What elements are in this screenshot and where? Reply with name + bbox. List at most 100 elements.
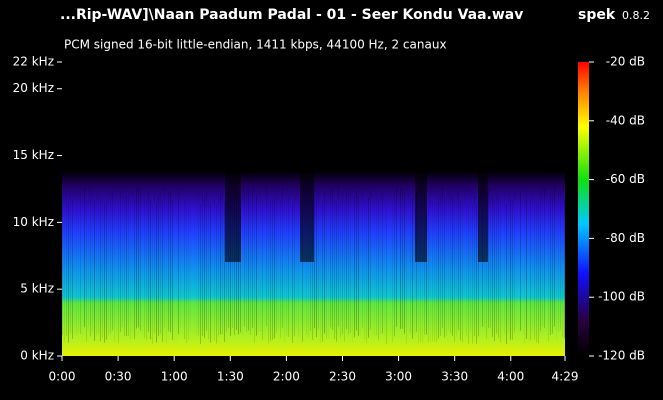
texture-stripe [160,193,161,334]
texture-stripe [240,192,241,333]
texture-stripe [490,188,491,329]
spectrogram-texture [62,62,565,344]
texture-stripe [222,194,223,335]
texture-stripe [72,198,73,339]
texture-stripe [454,202,455,343]
texture-stripe [210,202,211,343]
texture-stripe [242,196,243,336]
texture-stripe [78,191,79,332]
texture-stripe [410,192,411,333]
texture-stripe [496,193,497,334]
texture-stripe [76,195,77,336]
texture-stripe [382,193,383,334]
texture-stripe [540,191,541,332]
texture-stripe [194,193,195,333]
texture-stripe [142,194,143,334]
texture-stripe [206,191,207,332]
texture-stripe [120,191,121,332]
texture-stripe [150,199,151,340]
texture-stripe [312,199,313,340]
texture-stripe [260,191,261,332]
texture-stripe [328,198,329,339]
texture-stripe [562,197,563,338]
texture-stripe [534,199,535,340]
texture-stripe [108,195,109,336]
texture-stripe [176,203,177,343]
texture-stripe [216,203,217,344]
subtitle: PCM signed 16-bit little-endian, 1411 kb… [64,38,447,52]
texture-stripe [464,190,465,330]
texture-stripe [324,193,325,334]
texture-stripe [316,197,317,338]
texture-stripe [554,186,555,327]
texture-stripe [136,188,137,329]
texture-stripe [100,201,101,342]
texture-stripe [112,190,113,331]
texture-stripe [296,188,297,328]
texture-stripe [430,202,431,343]
texture-stripe [334,199,335,340]
colorbar-tick-label: -80 dB [606,231,645,245]
texture-stripe [188,199,189,340]
texture-stripe [276,193,277,334]
texture-stripe [466,196,467,337]
y-tick-label: 10 kHz [13,215,54,229]
texture-stripe [336,201,337,342]
texture-stripe [164,187,165,328]
texture-stripe [538,203,539,344]
quiet-gap [225,62,241,262]
texture-stripe [158,195,159,336]
texture-stripe [436,202,437,343]
x-tick-label: 1:30 [217,370,244,384]
texture-stripe [96,195,97,336]
texture-stripe [82,201,83,341]
texture-stripe [70,193,71,334]
texture-stripe [468,203,469,344]
texture-stripe [478,196,479,337]
texture-stripe [186,202,187,343]
texture-stripe [488,187,489,328]
texture-stripe [346,189,347,330]
texture-stripe [440,195,441,336]
texture-stripe [208,199,209,340]
texture-stripe [498,197,499,338]
texture-stripe [118,203,119,344]
texture-stripe [360,196,361,336]
texture-stripe [350,193,351,334]
texture-stripe [348,194,349,335]
texture-stripe [408,193,409,333]
texture-stripe [422,202,423,343]
texture-stripe [278,189,279,330]
texture-stripe [318,189,319,330]
texture-stripe [214,200,215,341]
y-tick-label: 0 kHz [20,349,54,363]
texture-stripe [146,200,147,341]
texture-stripe [528,204,529,344]
texture-stripe [492,197,493,338]
texture-stripe [370,189,371,330]
texture-stripe [62,195,63,336]
texture-stripe [460,200,461,341]
quiet-gap [300,62,314,262]
texture-stripe [252,188,253,329]
texture-stripe [508,192,509,333]
texture-stripe [268,203,269,344]
texture-stripe [320,202,321,343]
texture-stripe [548,201,549,342]
texture-stripe [226,192,227,333]
texture-stripe [438,198,439,339]
texture-stripe [420,201,421,342]
texture-stripe [246,192,247,333]
texture-stripe [152,203,153,344]
texture-stripe [392,202,393,343]
texture-stripe [406,203,407,344]
texture-stripe [308,197,309,338]
y-tick-label: 15 kHz [13,148,54,162]
texture-stripe [446,195,447,336]
texture-stripe [338,186,339,327]
texture-stripe [114,201,115,342]
texture-stripe [254,203,255,344]
texture-stripe [90,196,91,337]
texture-stripe [212,203,213,343]
texture-stripe [552,193,553,334]
